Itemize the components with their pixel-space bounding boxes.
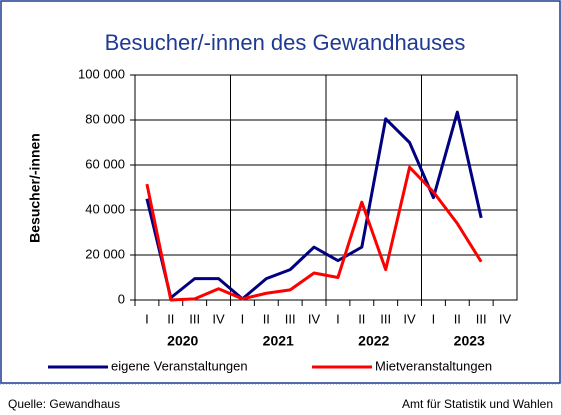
x-tick-label: I (432, 311, 436, 326)
x-tick-label: III (189, 311, 200, 326)
x-tick-label: III (380, 311, 391, 326)
x-tick-label: II (358, 311, 365, 326)
y-tick-label: 20 000 (85, 246, 125, 261)
x-tick-label: I (241, 311, 245, 326)
x-tick-label: IV (403, 311, 416, 326)
x-tick-label: III (476, 311, 487, 326)
year-label: 2020 (167, 333, 198, 349)
year-label: 2022 (358, 333, 389, 349)
series-line (145, 165, 483, 302)
chart-title: Besucher/-innen des Gewandhauses (105, 30, 466, 55)
y-tick-label: 60 000 (85, 156, 125, 171)
legend-label: Mietveranstaltungen (375, 358, 492, 373)
x-tick-label: II (167, 311, 174, 326)
year-label: 2023 (454, 333, 485, 349)
legend-label: eigene Veranstaltungen (111, 358, 248, 373)
x-tick-label: IV (308, 311, 321, 326)
x-tick-label: I (336, 311, 340, 326)
frame (0, 0, 561, 384)
x-tick-label: II (263, 311, 270, 326)
x-tick-label: III (285, 311, 296, 326)
y-tick-label: 80 000 (85, 111, 125, 126)
x-tick-label: II (454, 311, 461, 326)
y-axis-label: Besucher/-innen (27, 133, 43, 243)
publisher: Amt für Statistik und Wahlen (402, 397, 553, 411)
series-line (145, 110, 483, 301)
x-tick-label: IV (212, 311, 225, 326)
x-tick-label: I (145, 311, 149, 326)
y-tick-label: 0 (118, 291, 125, 306)
y-tick-label: 40 000 (85, 201, 125, 216)
year-label: 2021 (263, 333, 294, 349)
source: Quelle: Gewandhaus (8, 397, 120, 411)
y-tick-label: 100 000 (78, 66, 125, 81)
x-tick-label: IV (499, 311, 512, 326)
